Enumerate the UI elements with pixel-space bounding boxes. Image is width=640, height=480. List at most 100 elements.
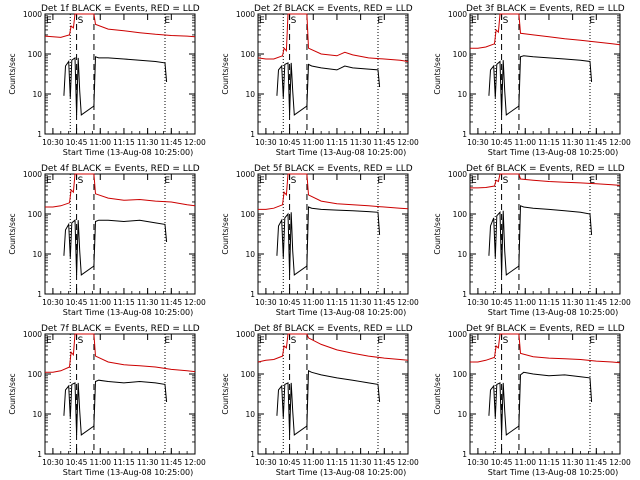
x-tick-label: 12:00 [184, 298, 206, 307]
x-tick-label: 10:45 [66, 298, 88, 307]
y-axis-label: Counts/sec [433, 373, 442, 414]
x-tick-label: 11:15 [538, 458, 560, 467]
y-tick-label: 1000 [448, 330, 467, 339]
chart-panel-2: Det 2f BLACK = Events, RED = LLD 1 10 100 10… [221, 4, 419, 157]
interval-marker: S [291, 16, 297, 26]
x-tick-label: 10:30 [42, 298, 64, 307]
chart-title: Det 1f BLACK = Events, RED = LLD [41, 4, 200, 14]
x-tick-label: 11:00 [89, 458, 111, 467]
x-tick-label: 11:15 [538, 138, 560, 147]
x-tick-label: 11:00 [302, 298, 324, 307]
x-tick-label: 10:45 [279, 138, 301, 147]
x-tick-label: 11:30 [562, 298, 584, 307]
interval-marker: S [78, 176, 84, 186]
chart-title: Det 3f BLACK = Events, RED = LLD [466, 4, 625, 14]
x-tick-label: 11:15 [326, 458, 348, 467]
x-tick-label: 11:00 [514, 458, 536, 467]
y-tick-label: 1000 [236, 10, 255, 19]
x-axis-label: Start Time (13-Aug-08 10:25:00) [276, 468, 407, 477]
interval-marker: E [46, 336, 52, 346]
x-axis-label: Start Time (13-Aug-08 10:25:00) [276, 148, 407, 157]
y-tick-label: 1000 [448, 10, 467, 19]
y-axis-label: Counts/sec [221, 213, 230, 254]
plot-frame [257, 173, 409, 295]
x-tick-label: 11:00 [514, 138, 536, 147]
interval-marker: E [471, 176, 477, 186]
series-line-events [63, 56, 168, 116]
x-tick-label: 11:00 [302, 138, 324, 147]
interval-marker: E [471, 336, 477, 346]
x-tick-label: 11:45 [586, 298, 608, 307]
interval-marker: E [589, 336, 595, 346]
x-tick-label: 11:15 [538, 298, 560, 307]
interval-marker: S [503, 336, 509, 346]
y-tick-label: 1 [37, 290, 42, 299]
y-tick-label: 1 [250, 130, 255, 139]
x-tick-label: 12:00 [184, 458, 206, 467]
x-tick-label: 10:45 [66, 458, 88, 467]
interval-marker: S [503, 16, 509, 26]
x-axis-label: Start Time (13-Aug-08 10:25:00) [63, 308, 194, 317]
x-tick-label: 11:00 [514, 298, 536, 307]
x-axis-label: Start Time (13-Aug-08 10:25:00) [488, 468, 619, 477]
x-tick-label: 10:30 [255, 458, 277, 467]
x-tick-label: 11:45 [586, 458, 608, 467]
x-tick-label: 11:15 [326, 298, 348, 307]
x-tick-label: 11:30 [350, 138, 372, 147]
series-line-events [276, 206, 381, 276]
y-tick-label: 1 [462, 130, 467, 139]
x-tick-label: 10:30 [42, 138, 64, 147]
interval-marker: E [259, 336, 265, 346]
x-tick-label: 11:45 [374, 458, 396, 467]
chart-panel-9: Det 9f BLACK = Events, RED = LLD 1 10 100 10… [433, 324, 631, 477]
x-tick-label: 11:30 [137, 298, 159, 307]
x-tick-label: 11:45 [161, 138, 183, 147]
y-axis-label: Counts/sec [8, 373, 17, 414]
series-line-lld [44, 13, 196, 38]
x-tick-label: 12:00 [609, 298, 631, 307]
interval-marker: E [377, 336, 383, 346]
y-tick-label: 1000 [23, 10, 42, 19]
series-line-lld [470, 333, 621, 364]
y-tick-label: 1000 [23, 170, 42, 179]
x-tick-label: 12:00 [184, 138, 206, 147]
x-axis-label: Start Time (13-Aug-08 10:25:00) [488, 148, 619, 157]
x-tick-label: 11:45 [374, 298, 396, 307]
x-tick-label: 11:15 [113, 298, 135, 307]
y-tick-label: 1 [462, 290, 467, 299]
series-line-lld [257, 13, 409, 62]
y-tick-label: 10 [457, 90, 467, 99]
series-line-lld [45, 333, 196, 373]
y-tick-label: 10 [32, 250, 42, 259]
chart-panel-1: Det 1f BLACK = Events, RED = LLD 1 10 100 10… [8, 4, 206, 157]
interval-marker: E [589, 16, 595, 26]
y-tick-label: 1000 [236, 170, 255, 179]
x-tick-label: 11:00 [302, 458, 324, 467]
x-tick-label: 10:30 [255, 138, 277, 147]
x-axis-label: Start Time (13-Aug-08 10:25:00) [488, 308, 619, 317]
y-tick-label: 10 [457, 410, 467, 419]
series-line-events [63, 379, 168, 436]
y-tick-label: 1000 [23, 330, 42, 339]
interval-marker: E [377, 16, 383, 26]
interval-marker: E [377, 176, 383, 186]
x-tick-label: 10:30 [467, 138, 489, 147]
y-tick-label: 1 [462, 450, 467, 459]
interval-marker: E [259, 176, 265, 186]
y-tick-label: 10 [245, 90, 255, 99]
x-tick-label: 11:45 [161, 458, 183, 467]
plot-frame [257, 13, 409, 135]
interval-marker: E [471, 16, 477, 26]
x-tick-label: 10:30 [467, 458, 489, 467]
x-tick-label: 11:30 [350, 458, 372, 467]
y-axis-label: Counts/sec [221, 53, 230, 94]
y-tick-label: 1000 [236, 330, 255, 339]
x-tick-label: 11:30 [350, 298, 372, 307]
interval-marker: E [259, 16, 265, 26]
series-line-lld [45, 173, 196, 208]
x-tick-label: 10:45 [279, 458, 301, 467]
series-line-events [276, 370, 381, 436]
y-tick-label: 10 [457, 250, 467, 259]
x-tick-label: 10:45 [279, 298, 301, 307]
series-line-events [63, 219, 168, 276]
